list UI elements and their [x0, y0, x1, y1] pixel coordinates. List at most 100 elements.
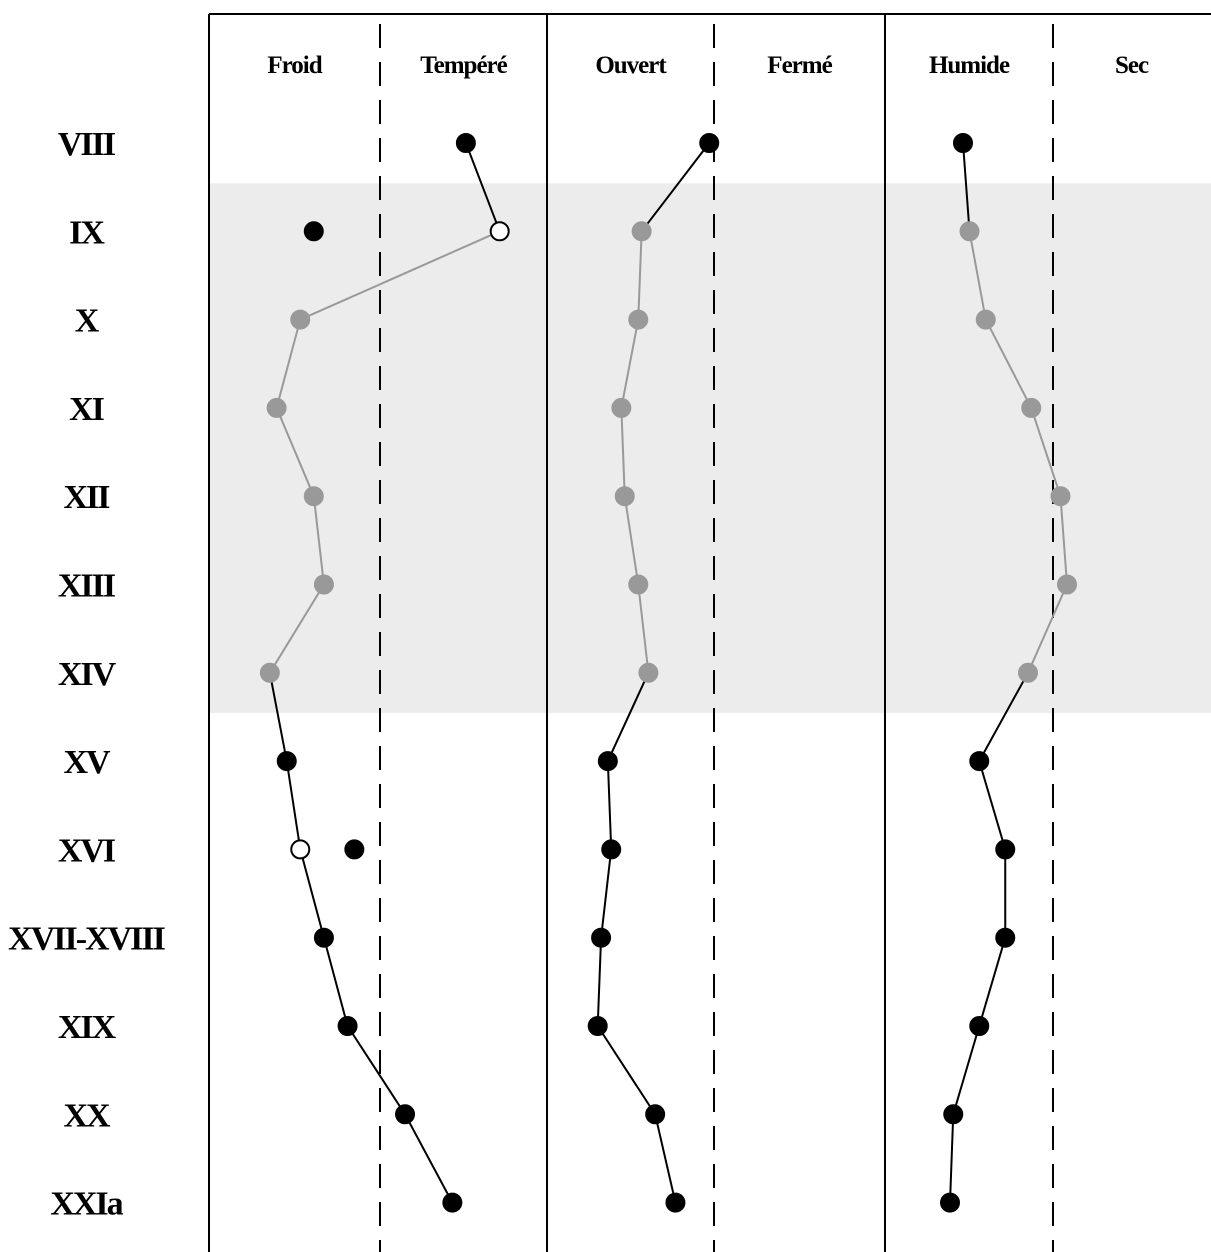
data-point-openness	[591, 927, 612, 948]
extra-data-point-temperature	[303, 221, 324, 242]
series-segment-openness	[620, 407, 626, 497]
series-segment-humidity	[978, 937, 1007, 1027]
data-point-humidity	[975, 309, 996, 330]
series-segment-humidity	[949, 1114, 955, 1203]
data-point-temperature	[276, 751, 297, 772]
data-point-openness	[587, 1016, 608, 1036]
data-point-temperature	[290, 839, 311, 860]
column-label-openness-right: Fermé	[767, 52, 832, 79]
column-label-temperature-right: Tempéré	[420, 52, 507, 79]
shaded-period-band	[209, 183, 1211, 713]
data-point-openness	[645, 1104, 666, 1125]
shaded-band-layer	[209, 183, 1211, 713]
series-segment-humidity	[1059, 496, 1068, 585]
data-point-temperature	[266, 397, 287, 418]
period-label: XI	[69, 391, 105, 428]
series-segment-humidity	[1030, 407, 1062, 497]
data-point-humidity	[995, 839, 1016, 860]
series-segment-openness	[637, 231, 643, 320]
period-label: XIV	[58, 656, 117, 693]
data-point-temperature	[313, 574, 334, 595]
series-segment-temperature	[404, 1113, 454, 1204]
data-point-humidity	[953, 133, 973, 153]
data-point-temperature	[455, 133, 476, 153]
data-point-humidity	[959, 221, 980, 242]
series-segment-openness	[637, 584, 650, 673]
series-segment-openness	[623, 496, 640, 585]
data-point-temperature	[303, 486, 324, 507]
data-point-openness	[597, 751, 618, 772]
series-segment-openness	[640, 142, 711, 232]
series-segment-humidity	[978, 672, 1029, 762]
series-segment-humidity	[962, 142, 971, 232]
data-point-openness	[601, 839, 622, 860]
period-label: VIII	[58, 126, 116, 163]
period-label: XIII	[58, 568, 116, 605]
period-label: XXIa	[50, 1186, 123, 1223]
period-label: XVI	[58, 832, 116, 869]
series-segment-temperature	[322, 937, 349, 1027]
series-segment-openness	[654, 1114, 677, 1203]
period-label: XVII-XVIII	[8, 921, 165, 958]
series-segment-humidity	[1027, 584, 1068, 674]
data-point-humidity	[995, 927, 1016, 948]
series-segment-temperature	[299, 230, 501, 321]
data-point-temperature	[337, 1016, 358, 1036]
extra-data-point-temperature	[344, 839, 365, 860]
series-segment-openness	[620, 319, 640, 409]
series-segment-temperature	[464, 142, 501, 232]
data-point-humidity	[969, 1016, 990, 1036]
period-label: XII	[63, 479, 110, 516]
data-point-humidity	[1050, 486, 1071, 507]
series-segment-temperature	[275, 407, 315, 497]
label-layer: Froid Tempéré Ouvert Fermé Humide SecVIIIIXXX…	[8, 52, 1150, 1223]
period-label: XX	[63, 1097, 111, 1134]
series-segment-temperature	[312, 496, 325, 585]
data-point-openness	[631, 221, 652, 242]
data-point-openness	[628, 574, 649, 595]
column-label-temperature-left: Froid	[267, 52, 322, 79]
column-label-humidity-right: Sec	[1115, 52, 1149, 79]
series-segment-openness	[596, 1025, 656, 1115]
data-point-temperature	[442, 1192, 463, 1213]
period-label: IX	[69, 214, 105, 251]
panel-axes-layer	[208, 13, 1211, 1252]
series-segment-temperature	[299, 849, 325, 938]
data-point-humidity	[1021, 397, 1042, 418]
data-point-temperature	[489, 221, 510, 242]
series-segment-openness	[600, 849, 613, 938]
series-segment-temperature	[346, 1025, 406, 1115]
data-point-openness	[628, 309, 649, 330]
series-segment-temperature	[285, 760, 302, 850]
series-segment-humidity	[978, 760, 1007, 850]
series-segment-temperature	[268, 672, 288, 762]
data-point-temperature	[290, 309, 311, 330]
data-point-temperature	[259, 662, 280, 683]
data-point-openness	[699, 133, 720, 153]
series-segment-openness	[606, 672, 650, 762]
series-segment-openness	[606, 761, 613, 850]
data-point-humidity	[1057, 574, 1077, 595]
data-point-humidity	[1018, 662, 1038, 683]
data-point-openness	[614, 486, 635, 507]
series-segment-humidity	[968, 231, 987, 320]
data-point-humidity	[940, 1192, 960, 1213]
data-point-openness	[638, 662, 659, 683]
data-point-humidity	[943, 1104, 964, 1125]
data-point-humidity	[969, 751, 990, 772]
period-label: XIX	[58, 1009, 117, 1046]
column-label-humidity-left: Humide	[929, 52, 1010, 79]
data-point-openness	[665, 1192, 686, 1213]
data-point-temperature	[313, 927, 334, 948]
data-points-layer	[259, 133, 1077, 1213]
series-lines-layer	[268, 142, 1068, 1204]
data-point-openness	[611, 397, 632, 418]
series-segment-humidity	[952, 1025, 981, 1115]
series-segment-temperature	[268, 583, 325, 674]
series-segment-temperature	[275, 319, 302, 409]
column-label-openness-left: Ouvert	[595, 52, 667, 79]
period-label: X	[75, 303, 100, 340]
series-segment-humidity	[984, 319, 1033, 409]
series-segment-openness	[596, 937, 603, 1027]
